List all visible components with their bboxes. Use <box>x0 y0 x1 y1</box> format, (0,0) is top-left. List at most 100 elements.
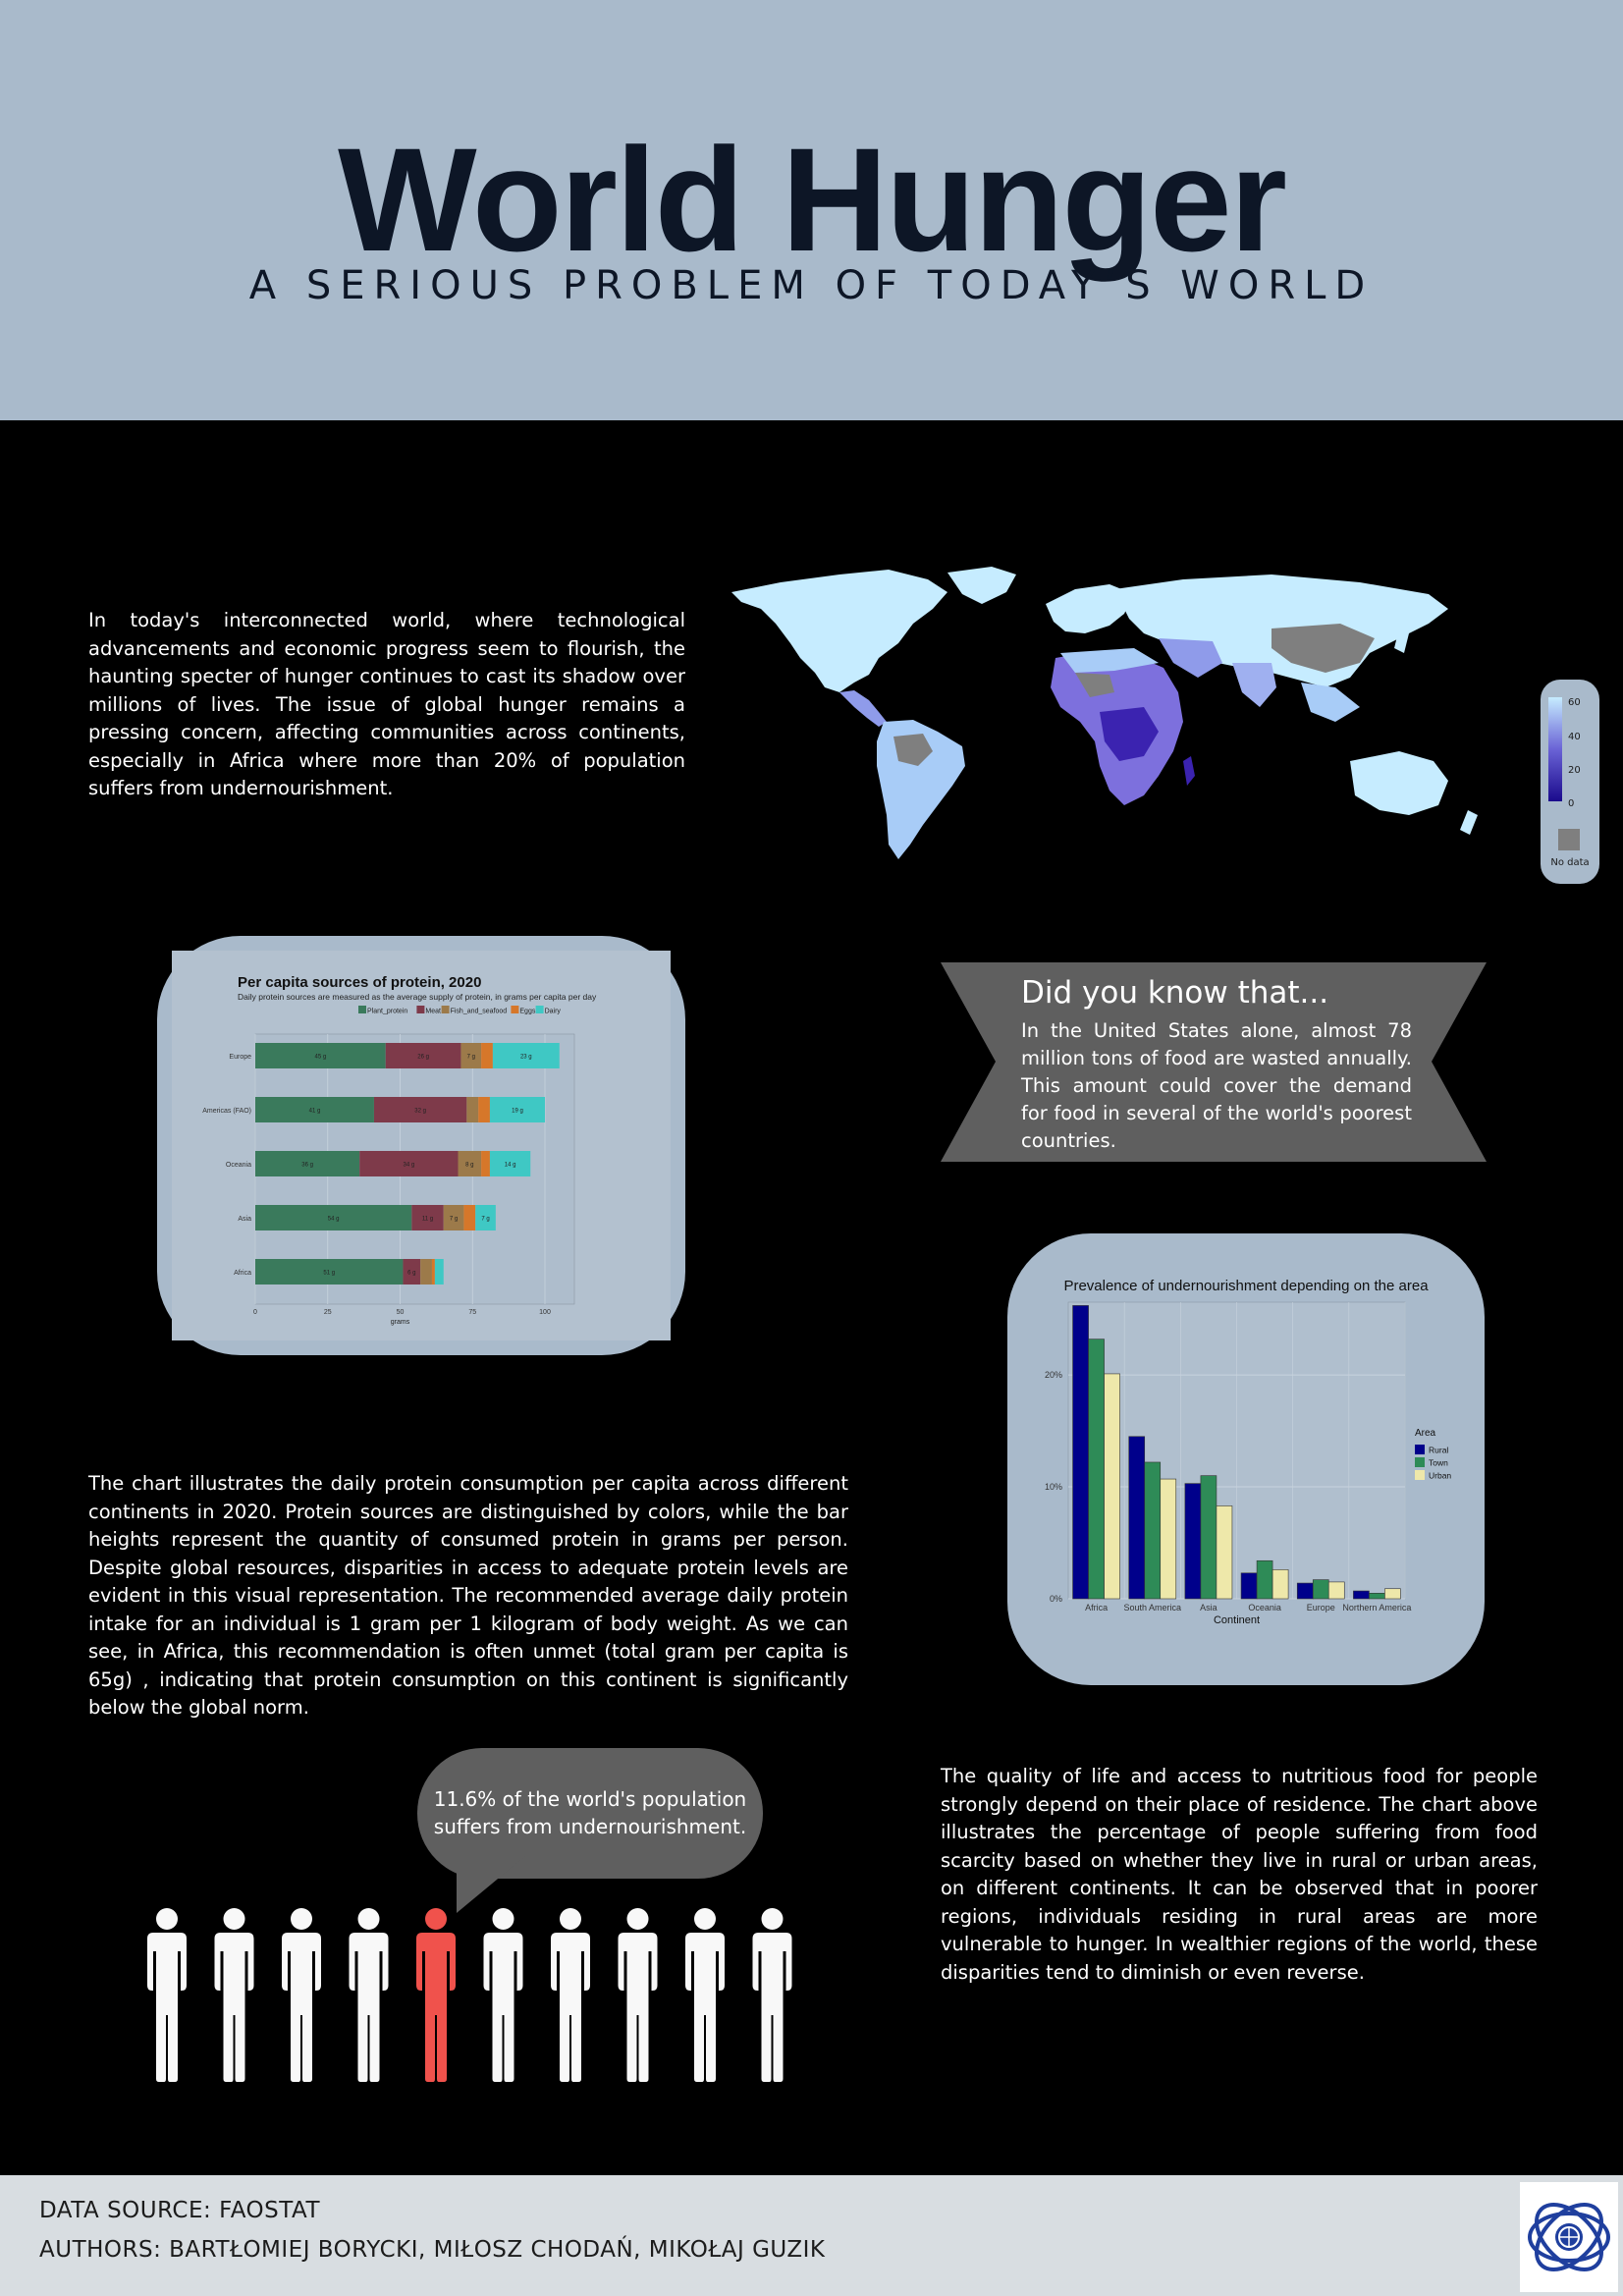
bar-segment <box>255 1205 412 1230</box>
x-tick-label: 75 <box>468 1309 476 1316</box>
legend-label: Rural <box>1429 1446 1448 1455</box>
area-chart-card: Prevalence of undernourishment depending… <box>1007 1233 1485 1685</box>
map-middle-east <box>1159 638 1222 678</box>
legend-label: Meat <box>425 1009 441 1015</box>
world-map <box>731 567 1478 859</box>
bar-value-label: 19 g <box>512 1109 523 1115</box>
bar-segment <box>489 1151 531 1176</box>
bar-segment <box>373 1097 467 1122</box>
x-tick-label: Europe <box>1307 1603 1335 1613</box>
bar-segment <box>466 1097 479 1122</box>
bar-value-label: 54 g <box>328 1217 340 1223</box>
bar <box>1144 1461 1162 1600</box>
bar-segment <box>255 1259 404 1285</box>
bar-segment <box>481 1043 493 1068</box>
bar-value-label: 34 g <box>404 1163 415 1169</box>
legend-swatch <box>1415 1457 1425 1467</box>
intro-paragraph: In today's interconnected world, where t… <box>88 609 685 799</box>
legend-swatch <box>535 1006 544 1013</box>
bar <box>1128 1436 1146 1600</box>
bar-value-label: 7 g <box>467 1055 475 1061</box>
category-label: Asia <box>238 1216 251 1223</box>
person-icon <box>349 1908 389 2082</box>
bar-value-label: 7 g <box>481 1217 489 1223</box>
bar-segment <box>411 1205 444 1230</box>
protein-chart-card: Per capita sources of protein, 2020 Daily… <box>157 936 685 1355</box>
legend-gradient <box>1548 697 1562 801</box>
bar-value-label: 51 g <box>323 1271 335 1277</box>
bar-value-label: 26 g <box>417 1055 429 1061</box>
map-japan <box>1394 629 1409 653</box>
x-tick-label: Asia <box>1200 1603 1217 1613</box>
person-icon <box>752 1908 792 2082</box>
map-madagascar <box>1183 756 1195 786</box>
y-tick-label: 20% <box>1045 1370 1062 1380</box>
legend-tick: 20 <box>1568 765 1581 776</box>
legend-tick: 0 <box>1568 798 1575 809</box>
chart-title: Per capita sources of protein, 2020 <box>238 974 481 991</box>
bar <box>1296 1582 1314 1600</box>
map-india <box>1232 663 1276 707</box>
bar-segment <box>420 1259 432 1285</box>
category-label: Americas (FAO) <box>202 1108 251 1115</box>
legend-label: Fish_and_seafood <box>451 1009 508 1015</box>
person-icon <box>214 1908 254 2082</box>
x-tick-label: 50 <box>397 1309 405 1316</box>
bar-segment <box>475 1205 496 1230</box>
legend-swatch <box>416 1006 425 1013</box>
bar-value-label: 6 g <box>407 1271 415 1277</box>
bar <box>1327 1581 1345 1600</box>
category-label: Europe <box>229 1054 251 1061</box>
legend-swatch <box>1415 1445 1425 1454</box>
did-you-know-banner <box>941 962 1487 1162</box>
bar-segment <box>478 1097 490 1122</box>
bar-value-label: 41 g <box>309 1109 321 1115</box>
person-icon <box>147 1908 187 2082</box>
chart-title: Prevalence of undernourishment depending… <box>1063 1278 1429 1294</box>
x-axis-label: grams <box>391 1319 410 1326</box>
bar <box>1200 1475 1217 1600</box>
bar <box>1271 1569 1289 1600</box>
bar-value-label: 23 g <box>520 1055 532 1061</box>
x-tick-label: Northern America <box>1342 1603 1411 1613</box>
bar-segment <box>489 1097 545 1122</box>
bar-segment <box>255 1097 374 1122</box>
bar <box>1104 1373 1120 1600</box>
bar-segment <box>255 1151 360 1176</box>
bar-segment <box>458 1151 482 1176</box>
map-new-zealand <box>1460 810 1478 835</box>
legend-tick: 40 <box>1568 732 1581 742</box>
chart-subtitle: Daily protein sources are measured as th… <box>238 992 597 1002</box>
x-axis-label: Continent <box>1214 1614 1260 1626</box>
map-china-grey <box>1271 624 1375 673</box>
x-tick-label: Oceania <box>1248 1603 1281 1613</box>
bar-value-label: 36 g <box>301 1163 313 1169</box>
y-tick-label: 0% <box>1050 1594 1062 1604</box>
legend-label: Town <box>1429 1458 1448 1468</box>
bar <box>1256 1559 1273 1600</box>
bar-segment <box>434 1259 444 1285</box>
person-icon <box>551 1908 590 2082</box>
legend-swatch <box>511 1006 519 1013</box>
map-africa-north <box>1060 648 1159 673</box>
bar-value-label: 32 g <box>414 1109 426 1115</box>
x-tick-label: 25 <box>324 1309 332 1316</box>
x-tick-label: South America <box>1123 1603 1181 1613</box>
legend-title: Area <box>1415 1428 1436 1439</box>
speech-bubble-text: 11.6% of the world's population suffers … <box>433 1787 747 1838</box>
legend-label: Urban <box>1429 1471 1451 1481</box>
bar-value-label: 8 g <box>465 1163 473 1169</box>
did-you-know-text: In the United States alone, almost 78 mi… <box>1021 1019 1412 1152</box>
person-icon-highlighted <box>416 1908 456 2082</box>
bar-segment <box>460 1043 482 1068</box>
bar-value-label: 11 g <box>422 1217 433 1223</box>
legend-tick: 60 <box>1568 697 1581 708</box>
map-central-america <box>839 690 887 727</box>
x-tick-label: 0 <box>253 1309 257 1316</box>
map-africa-grey <box>1075 673 1114 697</box>
protein-paragraph: The chart illustrates the daily protein … <box>88 1472 848 1719</box>
bar-segment <box>385 1043 461 1068</box>
legend-no-data-label: No data <box>1550 857 1590 868</box>
legend-label: Eggs <box>519 1009 535 1015</box>
bar <box>1353 1590 1370 1600</box>
